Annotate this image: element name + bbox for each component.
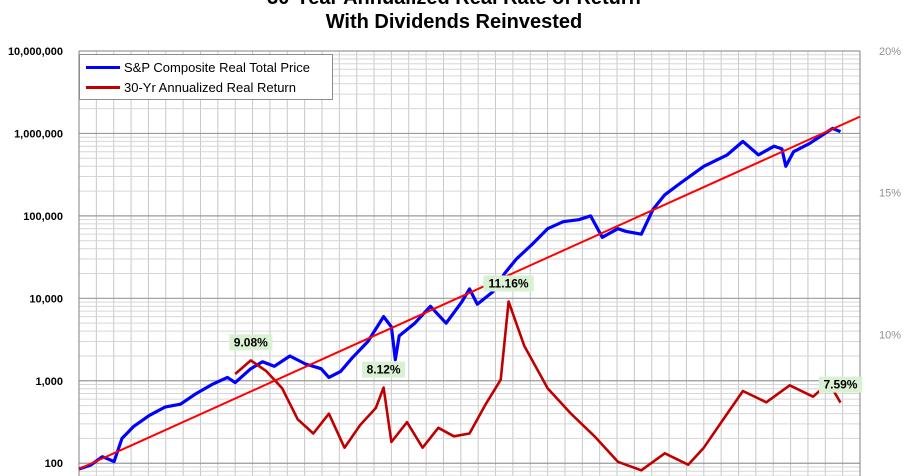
right-tick-label: 10% bbox=[879, 329, 901, 341]
chart-title-line-2: With Dividends Reinvested bbox=[325, 11, 583, 33]
annotation-label: 8.12% bbox=[367, 363, 401, 377]
series-line-sp-composite bbox=[78, 126, 842, 471]
series-line-30yr-return bbox=[234, 300, 842, 472]
plot-area bbox=[79, 51, 860, 476]
legend: S&P Composite Real Total Price 30-Yr Ann… bbox=[79, 54, 333, 100]
annotations: 9.08% 8.12% 11.16% 7.59% bbox=[229, 275, 862, 393]
y-tick-label: 1,000,000 bbox=[14, 128, 63, 140]
annotation-bg bbox=[229, 334, 273, 351]
annotation-bg bbox=[483, 275, 534, 292]
annotation-label: 11.16% bbox=[489, 276, 529, 290]
axes: 10,000,000 1,000,000 100,000 10,000 1,000 100… bbox=[8, 46, 901, 476]
y-tick-label: 10,000 bbox=[29, 293, 63, 305]
legend-label-sp-composite: S&P Composite Real Total Price bbox=[124, 59, 310, 75]
trend-line bbox=[78, 115, 861, 470]
chart-title: 30-Year Annualized Real Rate of Return W… bbox=[0, 0, 908, 34]
gridlines bbox=[78, 50, 861, 476]
y-tick-label: 10,000,000 bbox=[8, 46, 63, 58]
legend-label-30yr-return: 30-Yr Annualized Real Return bbox=[124, 79, 296, 95]
legend-swatch-red bbox=[86, 85, 120, 89]
y-tick-label: 1,000 bbox=[35, 376, 63, 388]
annotation-bg bbox=[818, 376, 862, 393]
right-tick-label: 15% bbox=[879, 188, 901, 200]
right-tick-label: 20% bbox=[879, 46, 901, 58]
legend-item-sp-composite: S&P Composite Real Total Price bbox=[86, 58, 310, 76]
legend-swatch-blue bbox=[86, 65, 120, 69]
y-tick-label: 100,000 bbox=[23, 211, 63, 223]
annotation-bg bbox=[362, 361, 406, 378]
chart-title-line-1: 30-Year Annualized Real Rate of Return bbox=[0, 0, 908, 10]
annotation-label: 7.59% bbox=[823, 378, 857, 392]
legend-item-30yr-return: 30-Yr Annualized Real Return bbox=[86, 78, 296, 96]
annotation-label: 9.08% bbox=[234, 335, 268, 349]
y-tick-label: 100 bbox=[45, 458, 63, 470]
series-lines bbox=[78, 115, 861, 472]
